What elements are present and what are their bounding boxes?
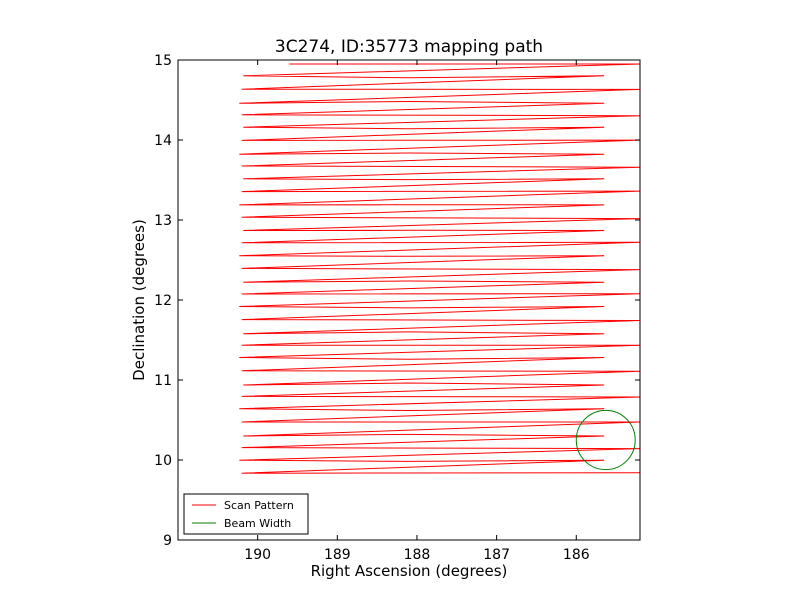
x-axis: 190 189 188 187 186 (244, 60, 590, 563)
x-tick-label: 188 (404, 547, 431, 563)
beam-width-circle (575, 409, 636, 471)
legend-label-beam-width: Beam Width (224, 517, 291, 530)
x-tick-label: 187 (483, 547, 510, 563)
chart-title: 3C274, ID:35773 mapping path (275, 37, 543, 57)
y-tick-label: 9 (163, 533, 172, 549)
y-tick-label: 14 (154, 133, 172, 149)
legend-label-scan-pattern: Scan Pattern (224, 499, 294, 512)
x-tick-label: 190 (244, 547, 271, 563)
y-axis-label: Declination (degrees) (130, 219, 148, 381)
y-tick-label: 10 (154, 453, 172, 469)
y-tick-label: 15 (154, 53, 172, 69)
legend-box (183, 493, 309, 535)
x-tick-label: 186 (563, 547, 590, 563)
y-tick-label: 13 (154, 213, 172, 229)
scan-pattern-line (239, 63, 641, 474)
y-axis: 9 10 11 12 13 14 15 (154, 53, 640, 549)
x-tick-label: 189 (324, 547, 351, 563)
y-tick-label: 11 (154, 373, 172, 389)
legend: Scan Pattern Beam Width (183, 493, 309, 535)
x-axis-label: Right Ascension (degrees) (311, 562, 508, 580)
y-tick-label: 12 (154, 293, 172, 309)
plot-content (239, 63, 641, 474)
